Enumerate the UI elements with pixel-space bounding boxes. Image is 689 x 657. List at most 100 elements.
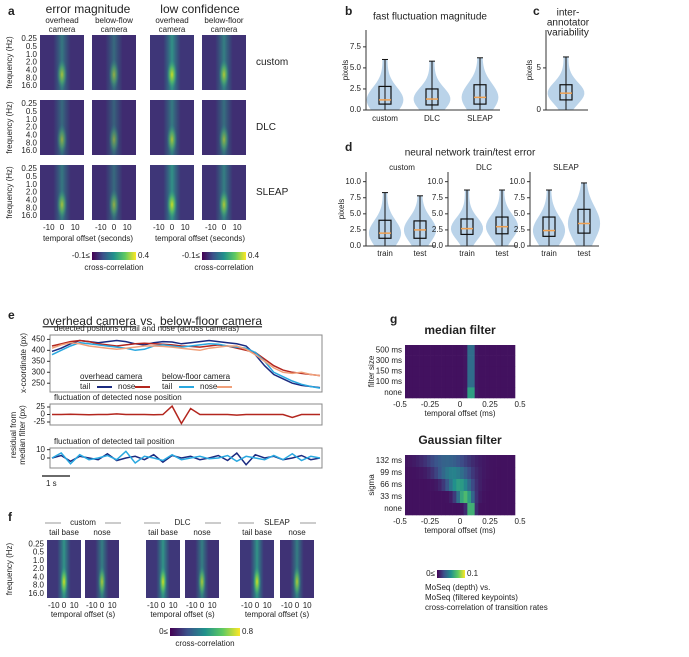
heatmap-cell xyxy=(463,503,468,516)
heatmap-glow xyxy=(252,565,262,598)
heatmap-glow xyxy=(197,565,207,598)
x-axis-label: temporal offset (seconds) xyxy=(155,234,245,243)
heatmap-cell xyxy=(405,355,409,367)
heatmap-cell xyxy=(493,366,497,378)
heatmap-cell xyxy=(449,479,453,492)
heatmap-cell xyxy=(405,345,409,356)
heatmap-cell xyxy=(500,491,505,504)
heatmap-cell xyxy=(423,366,428,378)
column-label: tail base xyxy=(49,528,79,537)
heatmap-cell xyxy=(427,467,431,480)
heatmap-cell xyxy=(485,455,490,468)
heatmap-cell xyxy=(474,345,479,356)
chart-title: Gaussian filter xyxy=(418,433,502,447)
subplot-title: custom xyxy=(389,163,415,172)
heatmap-cell xyxy=(482,479,486,492)
heatmap-cell xyxy=(452,345,457,356)
heatmap-cell xyxy=(423,345,428,356)
x-tick-label: 10 xyxy=(208,601,217,610)
heatmap-cell xyxy=(478,376,483,388)
trace xyxy=(51,341,321,377)
y-tick-label: 450 xyxy=(32,334,46,343)
heatmap-cell xyxy=(467,467,472,480)
y-axis-label: pixels xyxy=(337,199,346,219)
x-tick-label: -10 xyxy=(147,601,159,610)
heatmap-cell xyxy=(419,455,424,468)
heatmap-cell xyxy=(482,366,486,378)
heatmap-cell xyxy=(489,355,494,367)
heatmap-cell xyxy=(496,387,501,399)
y-tick-label: 7.5 xyxy=(514,193,526,202)
heatmap-cell xyxy=(496,355,501,367)
trace xyxy=(52,404,320,426)
panel-label: b xyxy=(345,4,352,18)
y-tick-label: 400 xyxy=(32,345,46,354)
heatmap-cell xyxy=(485,467,490,480)
x-tick-label: 0 xyxy=(161,601,166,610)
y-tick-label: 0.25 xyxy=(21,34,37,43)
heatmap-cell xyxy=(438,503,442,516)
heatmap-cell xyxy=(427,479,431,492)
y-axis-label: median filter (px) xyxy=(18,405,27,465)
heatmap-cell xyxy=(445,479,450,492)
panel-label: d xyxy=(345,140,352,154)
heatmap-cell xyxy=(452,366,457,378)
chart-title: variability xyxy=(547,28,589,39)
y-axis-label: frequency (Hz) xyxy=(5,101,14,154)
heatmap-cell xyxy=(434,503,439,516)
x-tick-label: train xyxy=(377,249,393,258)
heatmap-cell xyxy=(500,355,505,367)
heatmap-cell xyxy=(449,491,453,504)
heatmap-cell xyxy=(434,355,439,367)
heatmap-cell xyxy=(408,479,413,492)
heatmap-cell xyxy=(511,455,516,468)
colorbar xyxy=(202,252,246,260)
heatmap-glow xyxy=(59,565,69,598)
y-tick-label: 4.0 xyxy=(26,65,38,74)
heatmap-cell xyxy=(441,366,446,378)
heatmap-glow xyxy=(97,565,107,598)
x-tick-label: 0 xyxy=(458,517,463,526)
heatmap-cell xyxy=(419,376,424,388)
y-tick-label: 1.0 xyxy=(26,115,38,124)
heatmap-cell xyxy=(449,355,453,367)
heatmap-cell xyxy=(507,355,512,367)
heatmap-cell xyxy=(412,467,417,480)
x-axis-label: temporal offset (s) xyxy=(150,610,215,619)
heatmap-cell xyxy=(412,376,417,388)
heatmap-cell xyxy=(482,467,486,480)
heatmap-cell xyxy=(434,491,439,504)
y-tick-label: 7.5 xyxy=(350,193,362,202)
y-tick-label: 0.0 xyxy=(432,241,444,250)
heatmap-cell xyxy=(507,467,512,480)
x-axis-label: temporal offset (ms) xyxy=(425,409,496,418)
title-part: below-floor camera xyxy=(160,314,262,328)
group-label: DLC xyxy=(174,518,190,527)
heatmap-glow xyxy=(108,124,120,155)
title-part: overhead camera xyxy=(43,314,137,328)
heatmap-cell xyxy=(482,503,486,516)
y-tick-label: 10.0 xyxy=(345,177,361,186)
y-tick-label: 0 xyxy=(537,105,542,114)
heatmap-cell xyxy=(463,355,468,367)
caption-line: MoSeq (depth) vs. xyxy=(425,583,490,592)
heatmap-cell xyxy=(489,345,494,356)
heatmap-cell xyxy=(496,366,501,378)
heatmap-cell xyxy=(463,479,468,492)
y-tick-label: 2.5 xyxy=(432,225,444,234)
plot-title: fluctuation of detected nose position xyxy=(54,393,182,402)
caption-line: cross-correlation of transition rates xyxy=(425,603,548,612)
x-tick-label: test xyxy=(496,249,510,258)
heatmap-cell xyxy=(500,467,505,480)
x-tick-label: -0.25 xyxy=(421,400,440,409)
heatmap-cell xyxy=(474,479,479,492)
heatmap-cell xyxy=(427,455,431,468)
heatmap-cell xyxy=(416,467,420,480)
colorbar-min: 0≤ xyxy=(426,569,435,578)
y-tick-label: 10.0 xyxy=(427,177,443,186)
y-tick-label: 66 ms xyxy=(380,480,402,489)
plot-title: fluctuation of detected tail position xyxy=(54,437,175,446)
y-tick-label: 0.25 xyxy=(28,539,44,548)
x-tick-label: 10 xyxy=(123,223,132,232)
heatmap-cell xyxy=(438,355,442,367)
